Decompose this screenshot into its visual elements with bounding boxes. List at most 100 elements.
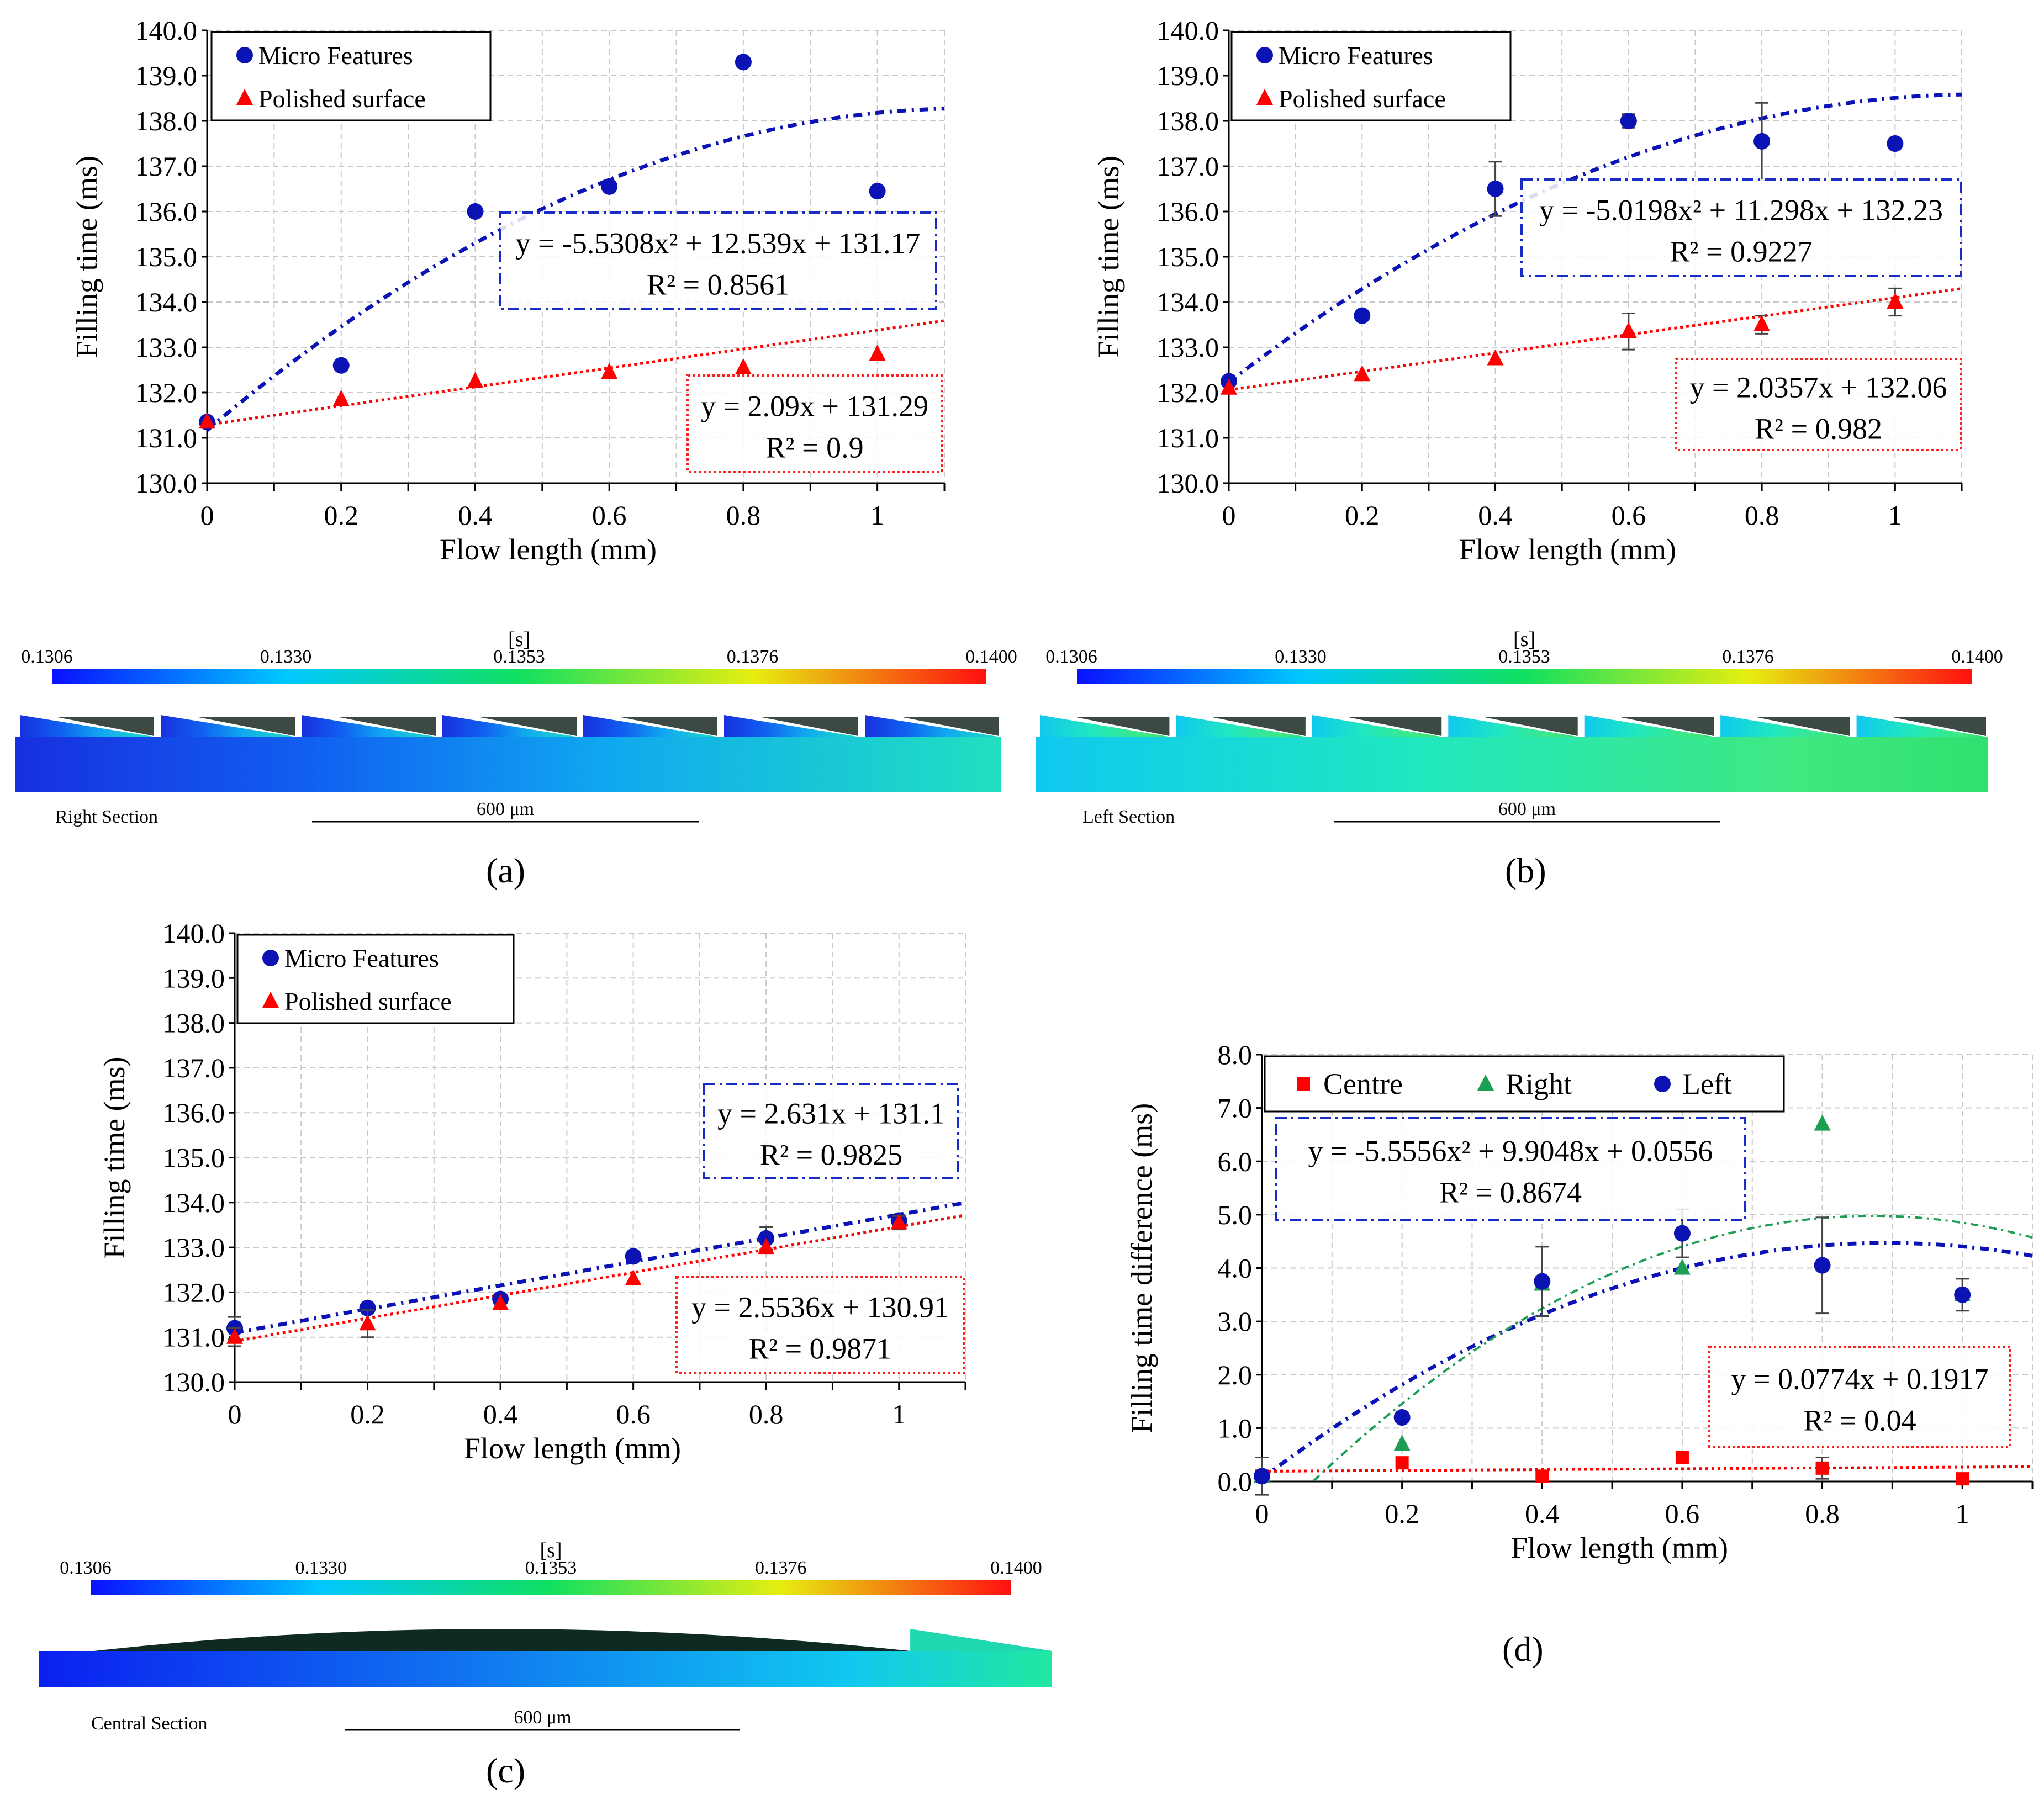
unfilled-region — [196, 717, 295, 736]
micro-feature — [583, 715, 720, 737]
unfilled-region — [477, 717, 577, 736]
x-tick-label: 0.4 — [1525, 1498, 1560, 1529]
y-tick-label: 0.0 — [1218, 1466, 1253, 1497]
x-tick-label: 0.6 — [592, 500, 627, 531]
scale-bar-label: 600 μm — [477, 799, 534, 819]
point-centre — [1815, 1461, 1829, 1475]
scale-bar-label: 600 μm — [514, 1707, 571, 1728]
y-tick-label: 136.0 — [135, 196, 198, 227]
legend-label: Right — [1506, 1067, 1572, 1100]
point-polished-surface — [758, 1238, 775, 1255]
x-tick-label: 1 — [870, 500, 884, 531]
point-polished-surface — [735, 358, 752, 374]
point-centre — [1535, 1469, 1549, 1483]
x-tick-label: 0 — [1222, 500, 1236, 531]
flow-contour — [39, 1651, 1052, 1687]
unfilled-region — [1345, 717, 1442, 736]
section-label: Left Section — [1082, 807, 1175, 827]
unfilled-region — [618, 717, 717, 736]
point-left — [1393, 1409, 1411, 1426]
point-polished-surface — [332, 390, 350, 406]
legend-label: Micro Features — [1279, 41, 1433, 70]
x-tick-label: 1 — [892, 1399, 906, 1430]
equation-box — [686, 374, 943, 473]
legend-marker — [262, 950, 279, 966]
panel-a: 130.0 131.0 132.0 133.0 134.0 135.0 136.0 137.0… — [21, 15, 1017, 890]
colorbar-tick-label: 0.1400 — [965, 647, 1017, 667]
panel-c: 130.0 131.0 132.0 133.0 134.0 135.0 136.0 137.0… — [60, 918, 1042, 1790]
point-micro-features — [1887, 135, 1904, 152]
section-label: Central Section — [91, 1713, 208, 1734]
x-tick-label: 1 — [1888, 500, 1902, 531]
point-micro-features — [601, 178, 618, 195]
trendline — [1260, 1241, 2033, 1480]
y-tick-label: 131.0 — [135, 422, 198, 453]
equation-text: y = -5.5308x² + 12.539x + 131.17 — [515, 227, 920, 260]
scale-bar-label: 600 μm — [1498, 799, 1556, 819]
colorbar — [91, 1580, 1011, 1595]
colorbar-tick-label: 0.1400 — [1951, 647, 2003, 667]
point-left — [1254, 1468, 1270, 1485]
point-polished-surface — [1487, 349, 1504, 366]
x-tick-label: 0.6 — [616, 1399, 651, 1430]
y-tick-label: 7.0 — [1218, 1093, 1253, 1124]
unfilled-region — [336, 717, 436, 736]
micro-feature — [161, 715, 297, 737]
colorbar-tick-label: 0.1306 — [1045, 647, 1097, 667]
y-tick-label: 130.0 — [135, 468, 198, 499]
point-left — [1954, 1286, 1971, 1303]
legend-marker — [262, 992, 279, 1008]
equation-text: y = 0.0774x + 0.1917 — [1731, 1363, 1989, 1396]
legend-box — [236, 934, 515, 1024]
colorbar-tick-label: 0.1376 — [1722, 647, 1774, 667]
colorbar-unit: [s] — [540, 1539, 562, 1562]
r-squared-text: R² = 0.9 — [765, 431, 863, 464]
equation-box — [1520, 178, 1962, 277]
panel-d: 0.0 1.0 2.0 3.0 4.0 5.0 6.0 7.0 8.0 0 0.2 0.4 0.6 0.8… — [1125, 1039, 2034, 1669]
equation-box — [703, 1083, 959, 1179]
point-micro-features — [1620, 113, 1637, 129]
equation-box — [499, 211, 937, 310]
flow-section-a — [15, 715, 1001, 792]
equation-text: y = -5.0198x² + 11.298x + 132.23 — [1539, 194, 1943, 227]
micro-feature — [910, 1629, 1052, 1651]
equation-text: y = 2.631x + 131.1 — [717, 1097, 945, 1130]
legend-label: Polished surface — [258, 84, 426, 113]
y-tick-label: 134.0 — [163, 1187, 225, 1218]
micro-feature — [20, 715, 156, 737]
y-tick-label: 2.0 — [1218, 1359, 1253, 1390]
x-tick-label: 0.4 — [458, 500, 493, 531]
point-micro-features — [359, 1299, 376, 1316]
x-tick-label: 0.8 — [726, 500, 761, 531]
y-tick-label: 133.0 — [135, 332, 198, 363]
equation-box — [1675, 358, 1962, 451]
colorbar-tick-label: 0.1353 — [1498, 647, 1550, 667]
x-tick-label: 0.2 — [350, 1399, 385, 1430]
point-right — [1814, 1114, 1831, 1131]
colorbar-unit: [s] — [508, 628, 530, 651]
point-polished-surface — [1354, 365, 1371, 382]
point-micro-features — [1487, 181, 1504, 197]
y-tick-label: 136.0 — [163, 1097, 225, 1128]
flow-contour — [1036, 737, 1988, 792]
trendline — [234, 1214, 966, 1343]
legend-label: Left — [1682, 1067, 1732, 1100]
y-tick-label: 135.0 — [163, 1142, 225, 1173]
legend-marker — [1654, 1076, 1671, 1092]
colorbar — [1077, 669, 1972, 684]
equation-box — [675, 1276, 965, 1374]
colorbar-tick-label: 0.1376 — [727, 647, 779, 667]
micro-feature — [724, 715, 860, 737]
point-micro-features — [467, 203, 484, 220]
colorbar-tick-label: 0.1376 — [755, 1558, 807, 1578]
flow-section-b — [1036, 715, 1988, 792]
y-tick-label: 137.0 — [135, 151, 198, 182]
equation-text: y = 2.5536x + 130.91 — [691, 1291, 949, 1324]
micro-feature — [1584, 715, 1716, 737]
flow-contour — [15, 737, 1001, 792]
unfilled-region — [1618, 717, 1714, 736]
micro-feature — [1176, 715, 1308, 737]
y-axis-title: Filling time (ms) — [98, 1056, 131, 1258]
y-tick-label: 6.0 — [1218, 1146, 1253, 1177]
y-tick-label: 138.0 — [1157, 105, 1219, 136]
